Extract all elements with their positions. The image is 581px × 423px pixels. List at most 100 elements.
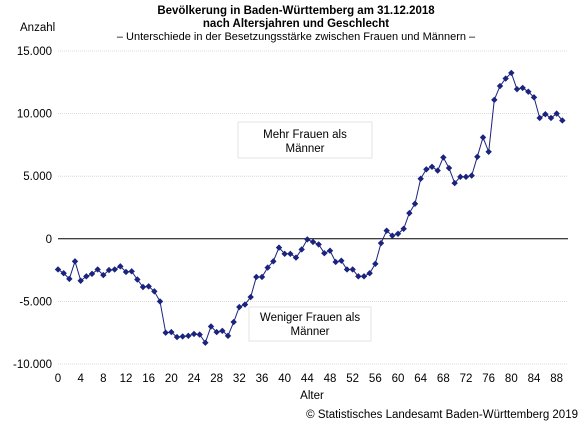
- data-point-59: [389, 232, 396, 239]
- data-point-84: [530, 94, 538, 101]
- data-point-50: [338, 257, 345, 264]
- x-tick-label-15: 60: [392, 373, 405, 385]
- data-point-37: [264, 264, 271, 271]
- data-point-63: [411, 200, 419, 207]
- annotation-more-women-line-2: Männer: [286, 143, 325, 155]
- data-point-28: [213, 328, 220, 336]
- data-point-65: [423, 166, 430, 173]
- data-point-82: [519, 84, 526, 92]
- data-point-1: [60, 270, 67, 277]
- annotation-box-fewer-women: [248, 306, 372, 342]
- data-point-32: [236, 303, 243, 311]
- data-point-8: [100, 271, 107, 279]
- annotation-box-more-women: [237, 121, 373, 159]
- data-point-57: [377, 239, 385, 247]
- y-tick-label-3: 5.000: [23, 171, 52, 183]
- data-point-73: [468, 172, 475, 179]
- data-point-52: [349, 266, 356, 273]
- data-point-26: [202, 339, 209, 346]
- data-point-58: [383, 227, 390, 234]
- data-point-21: [173, 333, 181, 341]
- data-point-15: [139, 283, 147, 291]
- data-point-48: [326, 247, 334, 254]
- y-tick-label-2: 0: [46, 234, 52, 246]
- data-point-62: [406, 209, 413, 217]
- data-point-3: [71, 258, 79, 265]
- annotation-more-women: Mehr Frauen als Männer: [237, 121, 373, 159]
- x-tick-label-0: 0: [55, 373, 61, 385]
- data-point-47: [321, 249, 328, 257]
- x-tick-label-22: 88: [550, 373, 563, 385]
- x-tick-label-20: 80: [505, 373, 518, 385]
- data-point-33: [241, 301, 249, 308]
- data-point-45: [309, 238, 317, 246]
- data-point-12: [122, 268, 130, 276]
- x-tick-label-19: 76: [482, 373, 495, 385]
- data-point-16: [145, 283, 152, 290]
- y-tick-label-1: -5.000: [19, 296, 52, 308]
- data-point-20: [168, 328, 175, 336]
- x-tick-label-5: 20: [165, 373, 178, 385]
- x-tick-label-2: 8: [100, 373, 106, 385]
- x-tick-label-1: 4: [77, 373, 84, 385]
- data-point-14: [134, 276, 141, 283]
- x-tick-label-13: 52: [346, 373, 359, 385]
- data-point-49: [332, 258, 339, 266]
- data-point-51: [343, 266, 351, 273]
- data-point-80: [508, 69, 515, 77]
- data-point-17: [151, 288, 158, 295]
- data-point-79: [502, 75, 509, 82]
- x-tick-label-7: 28: [210, 373, 223, 385]
- data-point-35: [253, 273, 260, 281]
- data-point-6: [88, 270, 96, 278]
- annotation-fewer-women: Weniger Frauen als Männer: [248, 306, 372, 342]
- x-tick-label-4: 16: [142, 373, 155, 385]
- data-point-67: [434, 167, 441, 174]
- data-point-72: [462, 173, 470, 181]
- data-point-87: [547, 114, 555, 122]
- data-point-64: [417, 175, 424, 182]
- data-point-83: [525, 88, 532, 95]
- data-point-77: [491, 96, 498, 104]
- data-point-5: [83, 273, 90, 280]
- data-point-23: [185, 332, 192, 340]
- data-point-53: [355, 273, 362, 280]
- series-markers: [54, 69, 566, 346]
- data-point-76: [485, 148, 492, 155]
- chart-subtitle: – Unterschiede in der Besetzungsstärke z…: [117, 31, 476, 43]
- x-tick-label-16: 64: [414, 373, 427, 385]
- data-point-44: [304, 236, 311, 243]
- data-point-46: [315, 241, 322, 248]
- data-point-43: [298, 246, 305, 253]
- data-point-54: [360, 273, 368, 280]
- data-point-2: [66, 275, 73, 283]
- x-tick-label-3: 12: [120, 373, 133, 385]
- data-point-68: [440, 154, 447, 161]
- data-point-18: [156, 298, 164, 305]
- data-point-56: [372, 260, 379, 268]
- chart-title-line-2: nach Altersjahren und Geschlecht: [203, 18, 389, 30]
- data-point-24: [190, 330, 198, 338]
- data-point-88: [553, 110, 560, 117]
- data-point-81: [513, 85, 521, 93]
- data-point-0: [54, 266, 62, 273]
- y-axis-label: Anzahl: [20, 22, 55, 34]
- x-tick-label-18: 72: [460, 373, 473, 385]
- data-point-60: [394, 230, 402, 237]
- data-point-10: [111, 266, 118, 273]
- data-point-70: [451, 179, 458, 187]
- data-point-71: [457, 173, 464, 181]
- data-point-89: [559, 117, 566, 124]
- y-tick-label-4: 10.000: [17, 109, 52, 121]
- data-point-13: [128, 268, 135, 275]
- data-point-36: [258, 273, 266, 281]
- data-point-66: [428, 163, 436, 171]
- data-point-11: [117, 263, 124, 270]
- x-tick-label-6: 24: [188, 373, 201, 385]
- data-point-9: [105, 266, 113, 274]
- data-point-29: [219, 327, 226, 335]
- x-tick-label-11: 44: [301, 373, 314, 385]
- data-point-27: [207, 323, 215, 330]
- annotation-more-women-line-1: Mehr Frauen als: [263, 129, 347, 141]
